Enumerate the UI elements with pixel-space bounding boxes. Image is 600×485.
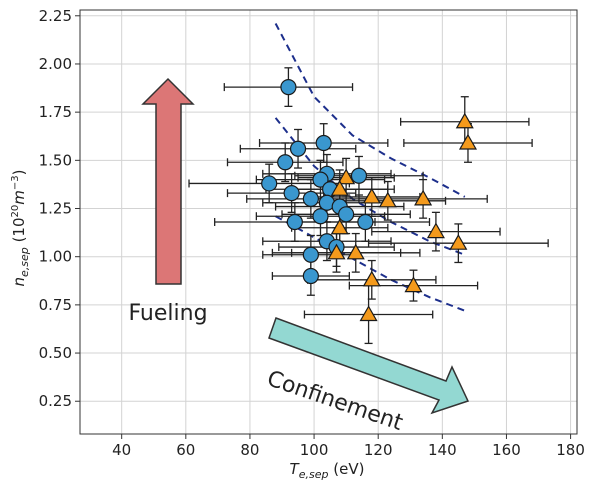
x-tick-label: 100 xyxy=(300,441,329,459)
circle-point xyxy=(350,167,368,184)
data-points xyxy=(261,78,478,322)
x-axis-ticks: 40 60 80 100 120 140 160 180 xyxy=(112,434,585,459)
triangle-point xyxy=(330,180,349,196)
circle-point xyxy=(312,171,329,188)
circle-point xyxy=(312,208,329,225)
x-tick-label: 160 xyxy=(492,441,521,459)
circle-point xyxy=(302,190,319,207)
triangle-point xyxy=(362,187,381,204)
triangle-point xyxy=(414,189,433,206)
triangle-point xyxy=(337,168,356,185)
y-tick-label: 1.00 xyxy=(39,248,72,266)
circle-point xyxy=(302,267,319,285)
circle-point xyxy=(261,175,278,192)
circle-point xyxy=(286,213,303,231)
circle-point xyxy=(338,206,355,223)
circle-point xyxy=(302,246,319,263)
x-tick-label: 40 xyxy=(112,441,131,459)
y-axis-ticks: 0.25 0.50 0.75 1.00 1.25 1.50 1.75 2.00 2.25 xyxy=(39,7,80,410)
triangle-point xyxy=(449,233,468,250)
y-axis-label: ne,sep (1020m−3) xyxy=(10,170,31,287)
triangle-point xyxy=(404,276,423,293)
circle-point xyxy=(280,78,297,96)
circle-point xyxy=(315,134,332,152)
fueling-label: Fueling xyxy=(128,301,207,326)
y-tick-label: 1.25 xyxy=(39,200,72,218)
x-tick-label: 180 xyxy=(556,441,585,459)
x-tick-label: 60 xyxy=(176,441,195,459)
fit-curve xyxy=(274,23,466,198)
y-tick-label: 0.25 xyxy=(39,392,72,410)
x-axis-label: Te,sep (eV) xyxy=(290,460,365,481)
x-tick-label: 140 xyxy=(428,441,457,459)
triangle-point xyxy=(346,243,365,260)
y-tick-label: 0.75 xyxy=(39,296,72,314)
fit-curves xyxy=(274,23,466,312)
plot-frame xyxy=(79,9,578,435)
triangle-point xyxy=(378,191,397,208)
annotation-arrows xyxy=(141,77,470,415)
triangle-point xyxy=(455,112,474,129)
x-tick-label: 120 xyxy=(364,441,393,459)
triangle-point xyxy=(330,218,349,235)
triangle-point xyxy=(362,270,381,287)
circle-point xyxy=(277,154,294,171)
triangle-point xyxy=(327,243,346,260)
y-tick-label: 2.00 xyxy=(39,55,72,73)
y-tick-label: 0.50 xyxy=(39,344,72,362)
circle-point xyxy=(283,184,300,202)
triangle-point xyxy=(426,222,445,239)
y-tick-label: 1.50 xyxy=(39,151,72,169)
y-tick-label: 1.75 xyxy=(39,103,72,121)
x-tick-label: 80 xyxy=(240,441,259,459)
circle-point xyxy=(289,140,307,157)
y-tick-label: 2.25 xyxy=(39,7,72,25)
error-bars xyxy=(188,67,549,345)
fueling-arrow xyxy=(141,77,195,285)
confinement-arrow xyxy=(268,317,470,415)
triangle-point xyxy=(458,133,478,150)
triangle-point xyxy=(359,305,378,322)
circle-point xyxy=(357,213,374,231)
